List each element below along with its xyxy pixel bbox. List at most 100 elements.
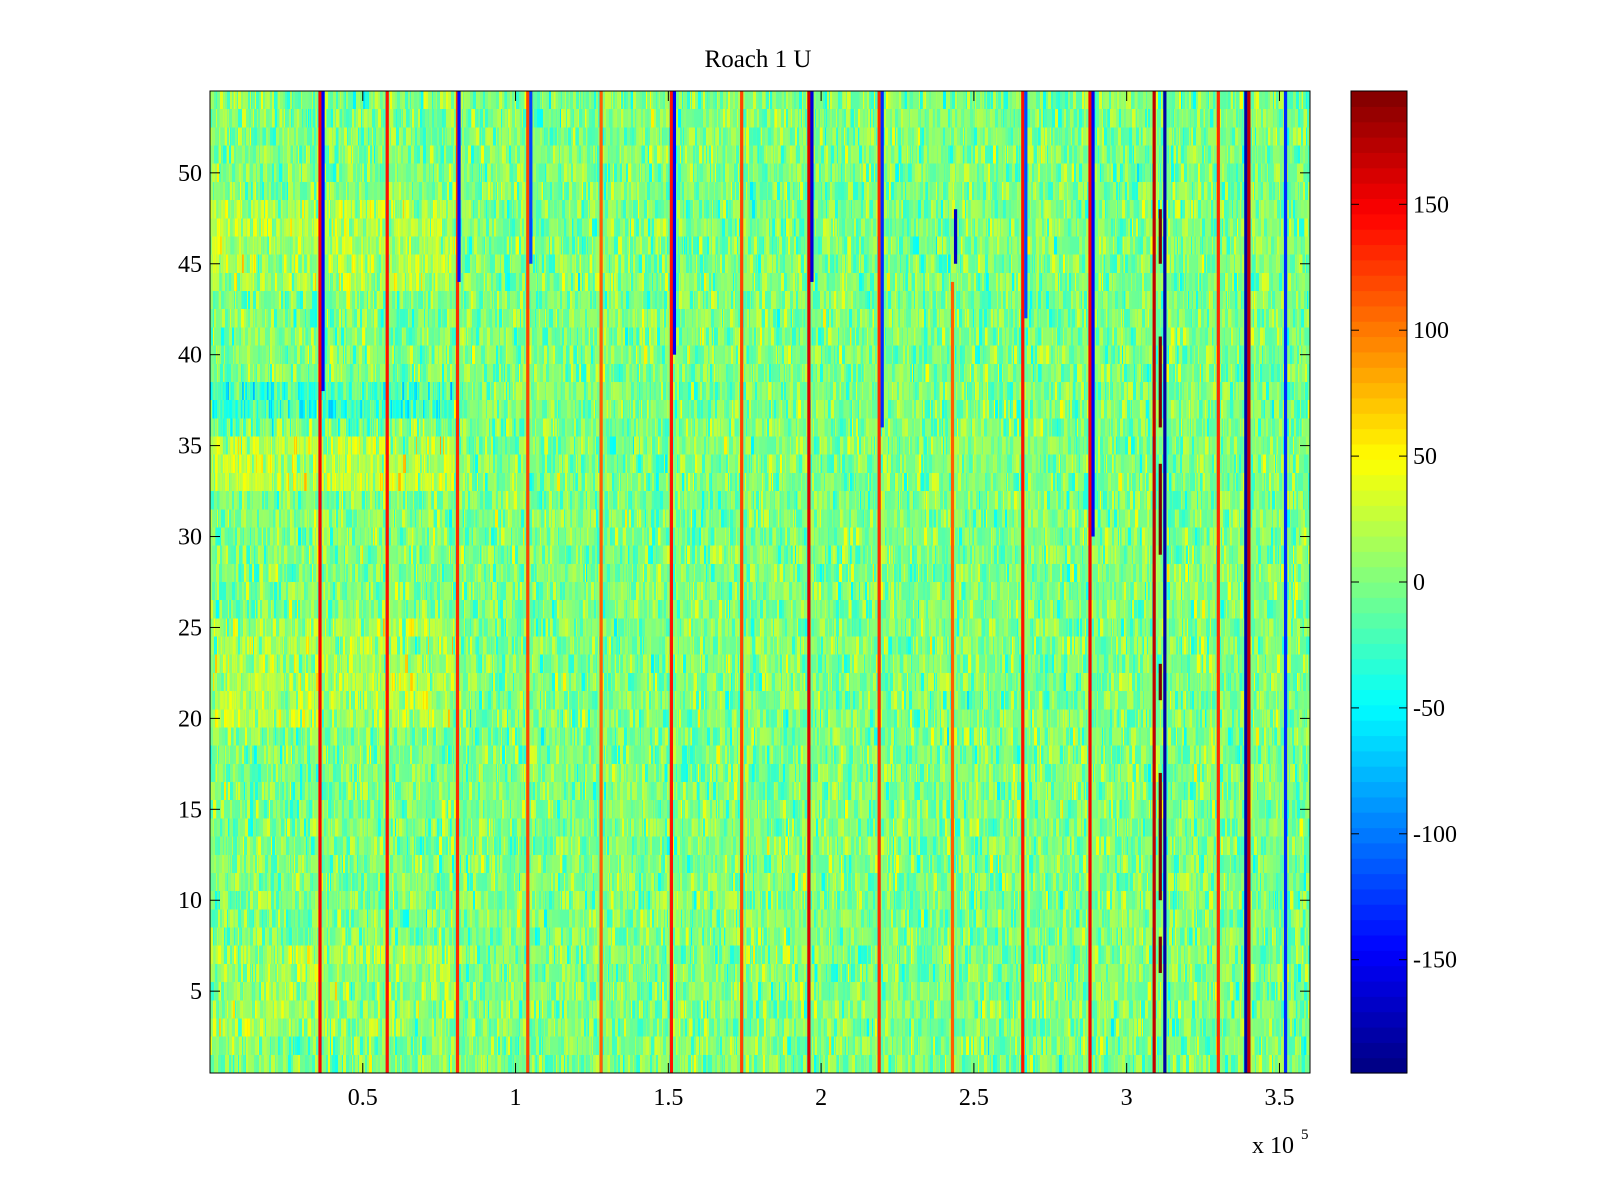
y-tick-label: 5 — [190, 979, 202, 1005]
chart-title: Roach 1 U — [705, 46, 812, 73]
colorbar-band — [1351, 812, 1407, 829]
colorbar-band — [1351, 152, 1407, 169]
heatmap-stripe — [1216, 91, 1220, 1073]
colorbar-band — [1351, 888, 1407, 905]
colorbar-band — [1351, 996, 1407, 1013]
heatmap-background — [210, 91, 1310, 1073]
colorbar-ticks: 150 100 50 0 -50 -100 -150 — [1351, 192, 1457, 974]
heatmap-stripe — [1024, 91, 1028, 319]
heatmap-stripe — [1088, 91, 1092, 1073]
colorbar-band — [1351, 750, 1407, 767]
colorbar-band — [1351, 704, 1407, 721]
colorbar-band — [1351, 858, 1407, 875]
heatmap-stripe — [950, 281, 955, 1073]
colorbar-band — [1351, 167, 1407, 184]
colorbar-band — [1351, 305, 1407, 322]
y-tick-label: 25 — [178, 615, 202, 641]
colorbar-band — [1351, 842, 1407, 859]
colorbar-band — [1351, 474, 1407, 491]
heatmap-stripe — [740, 91, 744, 1073]
y-axis-ticks: 5 10 15 20 25 30 35 40 45 50 — [178, 161, 1310, 1005]
colorbar-band — [1351, 980, 1407, 997]
colorbar-band — [1351, 275, 1407, 292]
colorbar-band — [1351, 766, 1407, 783]
colorbar-tick-label: -100 — [1413, 822, 1457, 848]
colorbar-tick-label: 0 — [1413, 570, 1425, 596]
heatmap-stripe — [1283, 91, 1288, 1073]
colorbar-band — [1351, 566, 1407, 583]
heatmap-stripe — [1158, 936, 1162, 973]
heatmap-stripe — [599, 91, 603, 1073]
x-axis-exponent-base: x 10 — [1252, 1133, 1294, 1159]
colorbar-band — [1351, 505, 1407, 522]
colorbar-band — [1351, 796, 1407, 813]
heatmap-stripe — [1158, 663, 1162, 701]
heatmap-stripe — [877, 91, 881, 1073]
colorbar-band — [1351, 489, 1407, 506]
colorbar-band — [1351, 551, 1407, 568]
heatmap-stripe — [953, 209, 958, 264]
colorbar-band — [1351, 827, 1407, 844]
colorbar-band — [1351, 91, 1407, 107]
heatmap-stripe — [1247, 91, 1251, 1073]
colorbar-tick-label: -50 — [1413, 696, 1445, 722]
colorbar-band — [1351, 520, 1407, 537]
x-tick-label: 2 — [815, 1085, 827, 1111]
colorbar-band — [1351, 367, 1407, 384]
heatmap-stripe — [1158, 463, 1162, 555]
colorbar-band — [1351, 1057, 1407, 1074]
colorbar-band — [1351, 658, 1407, 675]
colorbar-band — [1351, 459, 1407, 476]
x-axis-exponent: x 10 5 — [1252, 1127, 1309, 1159]
x-tick-label: 3 — [1121, 1085, 1133, 1111]
heatmap-stripe — [1158, 209, 1162, 264]
heatmap-stripe — [672, 91, 677, 355]
colorbar-band — [1351, 674, 1407, 691]
colorbar-band — [1351, 244, 1407, 261]
colorbar-band — [1351, 735, 1407, 752]
heatmap-stripe — [1158, 336, 1162, 428]
colorbar-tick-label: -150 — [1413, 948, 1457, 974]
x-tick-label: 0.5 — [348, 1085, 378, 1111]
colorbar-band — [1351, 919, 1407, 936]
y-tick-label: 45 — [178, 252, 202, 278]
colorbar-band — [1351, 950, 1407, 967]
colorbar: 150 100 50 0 -50 -100 -150 — [1350, 90, 1457, 1074]
colorbar-band — [1351, 904, 1407, 921]
colorbar-band — [1351, 965, 1407, 982]
heatmap-stripe — [810, 91, 814, 282]
heatmap-stripe — [321, 91, 325, 392]
colorbar-band — [1351, 597, 1407, 614]
heatmap-cells — [210, 91, 1310, 1073]
heatmap-stripe — [385, 91, 389, 1073]
colorbar-band — [1351, 582, 1407, 598]
colorbar-band — [1351, 382, 1407, 399]
heatmap-stripe — [455, 91, 460, 1073]
x-tick-label: 2.5 — [959, 1085, 989, 1111]
colorbar-band — [1351, 213, 1407, 230]
colorbar-band — [1351, 873, 1407, 890]
colorbar-band — [1351, 336, 1407, 353]
colorbar-tick-label: 100 — [1413, 318, 1449, 344]
heatmap-stripe — [457, 91, 461, 282]
plot-frame — [209, 90, 1311, 1074]
colorbar-band — [1351, 535, 1407, 552]
plot-area: 0.5 1 1.5 2 2.5 3 3.5 5 10 15 20 25 30 35 40 45 50 — [178, 90, 1311, 1111]
colorbar-band — [1351, 121, 1407, 138]
colorbar-band — [1351, 1026, 1407, 1043]
heatmap-stripe — [1152, 91, 1156, 1073]
y-tick-label: 30 — [178, 525, 202, 551]
colorbar-band — [1351, 1042, 1407, 1059]
colorbar-band — [1351, 612, 1407, 629]
heatmap-stripe — [880, 91, 884, 428]
colorbar-band — [1351, 198, 1407, 215]
y-tick-label: 40 — [178, 343, 202, 369]
y-tick-label: 50 — [178, 161, 202, 187]
heatmap-stripe — [1158, 772, 1162, 901]
colorbar-band — [1351, 1011, 1407, 1028]
heatmap-stripe — [669, 91, 673, 1073]
heatmap-stripe — [529, 91, 533, 264]
heatmap-stripe — [1091, 91, 1095, 537]
heatmap-stripe — [807, 91, 811, 1073]
